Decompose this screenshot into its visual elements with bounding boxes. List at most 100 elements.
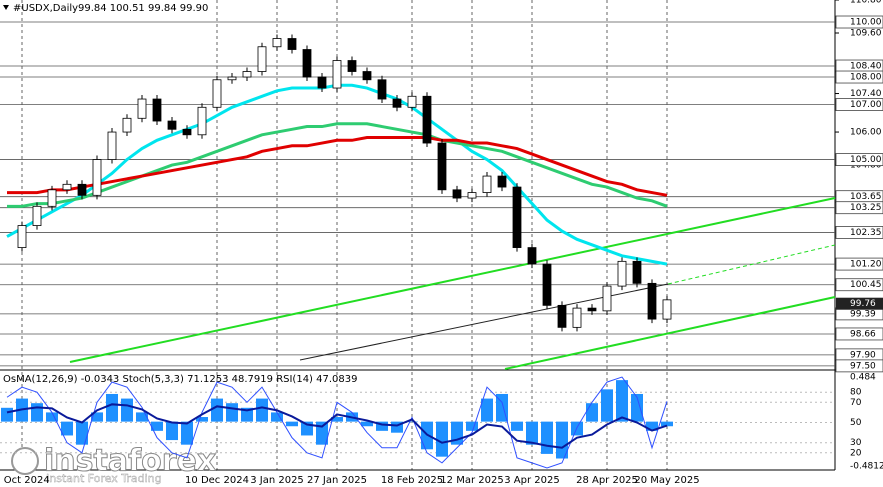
level-label: 103.25 <box>850 203 882 213</box>
osc-tick-label: 30 <box>850 438 862 448</box>
osma-bar <box>631 393 643 422</box>
osma-bar <box>61 421 73 436</box>
candle <box>242 71 252 78</box>
level-label: 102.35 <box>850 228 882 238</box>
watermark: instaforex Instant Forex Trading <box>11 443 217 485</box>
moving-average <box>7 122 668 208</box>
stoch-line <box>6 376 668 469</box>
osma-bar <box>526 421 538 445</box>
candle <box>407 95 417 108</box>
osma-bar <box>181 421 193 445</box>
candle <box>632 260 642 284</box>
menu-arrow[interactable] <box>3 5 9 10</box>
osma-bar <box>136 412 148 422</box>
candle <box>527 247 537 265</box>
osma-bar <box>106 393 118 422</box>
level-label: 108.00 <box>850 73 882 83</box>
level-label: 99.39 <box>850 309 876 319</box>
channel-lower <box>504 296 836 370</box>
osma-bar <box>196 417 208 422</box>
candle <box>467 192 477 199</box>
osma-bar <box>556 421 568 459</box>
y-tick-label: 110.80 <box>850 0 882 6</box>
osma-bar <box>316 421 328 445</box>
level-label: 100.45 <box>850 280 882 290</box>
osma-bar <box>481 398 493 422</box>
level-box <box>835 359 883 373</box>
rsi-line <box>6 403 668 449</box>
level-label: 97.50 <box>850 361 876 371</box>
candle <box>257 46 267 72</box>
x-tick-label: 3 Apr 2025 <box>504 475 559 486</box>
osma-bar <box>586 403 598 422</box>
candle <box>452 189 462 199</box>
candle <box>227 76 237 81</box>
osma-bar <box>511 421 523 431</box>
osma-bar <box>226 403 238 422</box>
osma-bar <box>1 407 13 422</box>
osma-bar <box>271 412 283 422</box>
candle <box>422 95 432 144</box>
osma-bar <box>541 421 553 454</box>
indicator-title: OsMA(12,26,9) -0.0343 Stoch(5,3,3) 71.12… <box>3 374 358 385</box>
osc-tick-label: 50 <box>850 418 862 428</box>
osma-bar <box>256 398 268 422</box>
osma-bar <box>151 421 163 431</box>
level-box <box>835 327 883 341</box>
watermark-icon <box>11 447 39 475</box>
y-tick-label: 109.60 <box>850 29 882 39</box>
osma-bar <box>211 398 223 422</box>
osc-tick-label: 20 <box>850 448 862 458</box>
candle <box>572 307 582 328</box>
osma-bar <box>391 421 403 433</box>
watermark-text: instaforex <box>44 444 216 479</box>
candle <box>557 304 567 328</box>
candle <box>152 98 162 122</box>
candle <box>602 285 612 312</box>
osma-bar <box>31 403 43 422</box>
level-label: 97.90 <box>850 350 876 360</box>
candle <box>302 49 312 78</box>
osma-bar <box>436 421 448 457</box>
trend-lines <box>69 197 836 370</box>
osma-bar <box>331 417 343 422</box>
candle <box>197 106 207 136</box>
candle <box>47 189 57 207</box>
osma-bar <box>466 421 478 431</box>
osma-bar <box>601 389 613 422</box>
candle <box>17 225 27 248</box>
x-tick-label: 3 Jan 2025 <box>250 475 304 486</box>
osma-bar <box>406 421 418 423</box>
x-tick-label: 28 Apr 2025 <box>576 475 638 486</box>
x-tick-label: 8 Oct 2024 <box>0 475 50 486</box>
candle <box>272 38 282 48</box>
osma-bar <box>46 412 58 422</box>
x-tick-label: 10 Dec 2024 <box>185 475 249 486</box>
osc-tick-label: 80 <box>850 388 862 398</box>
x-tick-label: 18 Feb 2025 <box>381 475 443 486</box>
level-box <box>835 278 883 292</box>
level-label: 103.65 <box>850 192 882 202</box>
x-tick-label: 27 Jan 2025 <box>307 475 367 486</box>
candle <box>617 260 627 287</box>
candle <box>482 175 492 193</box>
candle <box>122 117 132 133</box>
candle <box>77 183 87 196</box>
y-tick-label: 106.00 <box>850 128 882 138</box>
candle <box>392 98 402 108</box>
candle <box>347 60 357 72</box>
candle <box>512 186 522 248</box>
osma-bar <box>91 412 103 422</box>
osc-tick-label: 70 <box>850 398 862 408</box>
candle <box>662 299 672 320</box>
candle <box>332 60 342 89</box>
osma-bar <box>646 421 658 431</box>
candle <box>92 159 102 196</box>
candle <box>587 307 597 312</box>
x-tick-label: 20 May 2025 <box>634 475 699 486</box>
candle <box>437 142 447 191</box>
level-box <box>835 153 883 166</box>
osma-bar <box>361 421 373 427</box>
level-label: 110.00 <box>850 18 882 28</box>
